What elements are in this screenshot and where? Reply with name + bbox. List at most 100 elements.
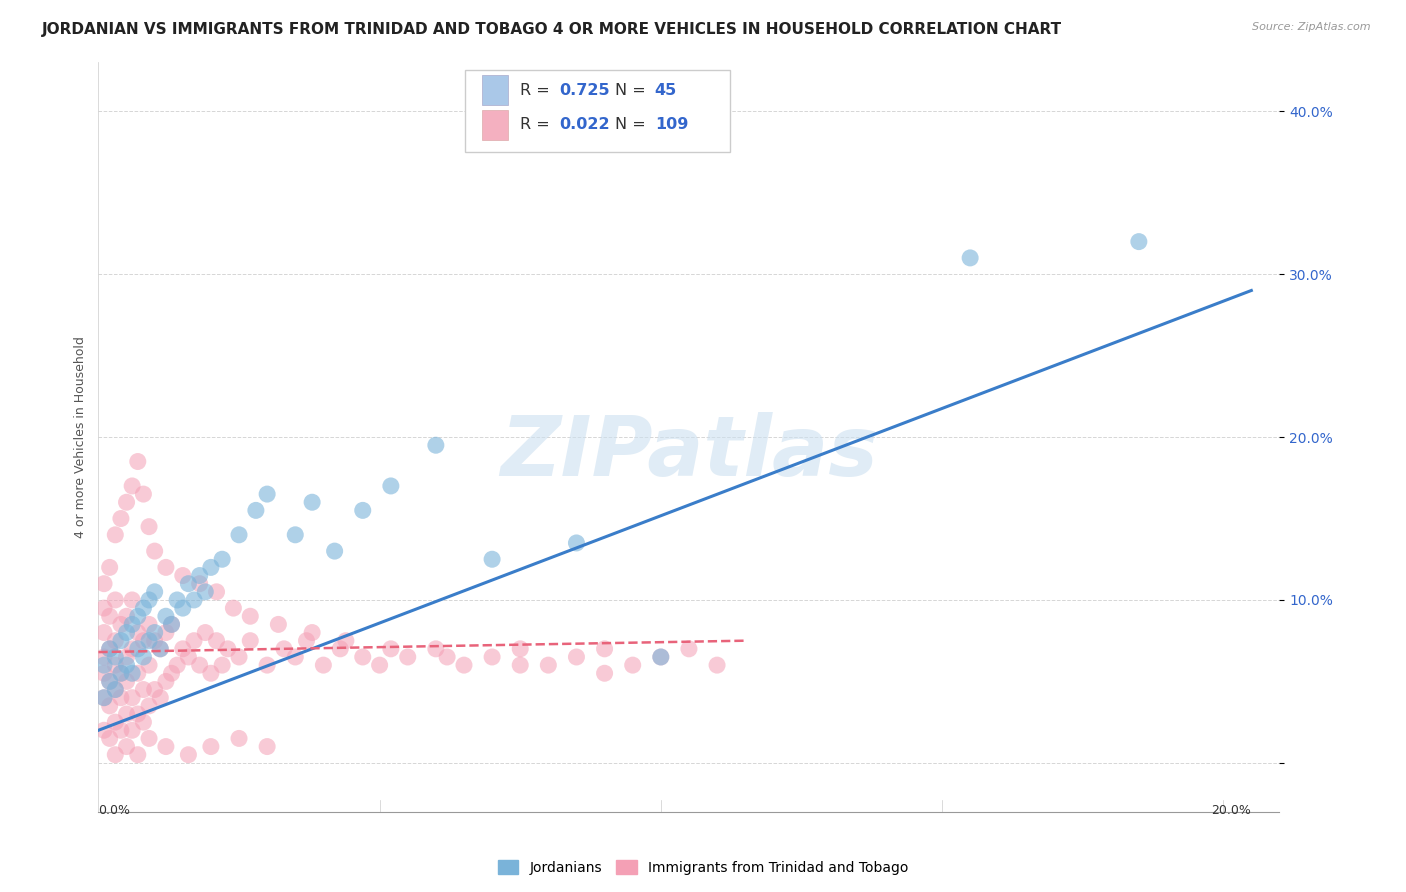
Point [481,552,503,566]
Point [138,617,160,632]
Point [121,479,143,493]
Point [121,641,143,656]
Point [98,641,121,656]
Point [98,609,121,624]
Point [127,454,149,468]
Point [183,633,205,648]
Point [177,576,200,591]
Point [104,747,127,762]
Point [104,633,127,648]
Point [132,650,155,665]
Point [127,609,149,624]
Text: R =: R = [520,83,555,97]
Point [228,731,250,746]
Point [127,747,149,762]
Point [104,682,127,697]
Point [352,503,374,517]
Point [217,641,239,656]
Text: N =: N = [614,83,651,97]
FancyBboxPatch shape [482,75,508,105]
Legend: Jordanians, Immigrants from Trinidad and Tobago: Jordanians, Immigrants from Trinidad and… [492,855,914,880]
Point [104,682,127,697]
Point [205,633,228,648]
Point [93,666,115,681]
Point [509,641,531,656]
Point [155,609,177,624]
Point [98,560,121,574]
Point [273,641,295,656]
Point [104,528,127,542]
Point [621,658,644,673]
Point [650,650,672,665]
Point [132,601,155,615]
Point [222,601,245,615]
FancyBboxPatch shape [482,110,508,140]
Point [127,706,149,721]
Point [284,528,307,542]
Point [149,641,172,656]
Point [121,723,143,738]
Point [132,682,155,697]
Point [110,666,132,681]
Point [481,650,503,665]
Point [155,739,177,754]
Point [301,625,323,640]
Point [188,568,211,582]
Point [323,544,346,558]
Point [160,617,183,632]
Point [149,641,172,656]
Point [155,625,177,640]
Text: 45: 45 [655,83,676,97]
Point [959,251,981,265]
Point [239,609,262,624]
Point [98,641,121,656]
Point [155,674,177,689]
Point [706,658,728,673]
Point [200,739,222,754]
Y-axis label: 4 or more Vehicles in Household: 4 or more Vehicles in Household [75,336,87,538]
Point [110,511,132,525]
Point [110,690,132,705]
Point [177,747,200,762]
Point [121,617,143,632]
Point [132,633,155,648]
Point [396,650,419,665]
Point [295,633,318,648]
Point [115,650,138,665]
Point [93,576,115,591]
Point [301,495,323,509]
Point [1128,235,1150,249]
Point [565,536,588,550]
Point [565,650,588,665]
Point [115,658,138,673]
Point [138,593,160,607]
Point [239,633,262,648]
Text: Source: ZipAtlas.com: Source: ZipAtlas.com [1253,22,1371,32]
Point [211,658,233,673]
Point [93,650,115,665]
Point [183,593,205,607]
Point [194,584,217,599]
Point [593,666,616,681]
Point [115,674,138,689]
Point [138,731,160,746]
Point [98,731,121,746]
Point [267,617,290,632]
Point [115,625,138,640]
Point [138,519,160,533]
Point [509,658,531,673]
Text: 0.022: 0.022 [560,117,610,132]
Point [98,674,121,689]
Text: 0.0%: 0.0% [98,804,131,816]
Point [104,658,127,673]
Point [98,674,121,689]
Point [172,641,194,656]
Point [143,682,166,697]
Point [127,641,149,656]
Point [425,438,447,452]
Point [93,690,115,705]
Point [93,658,115,673]
Point [115,609,138,624]
Text: ZIPatlas: ZIPatlas [501,411,877,492]
Point [160,617,183,632]
